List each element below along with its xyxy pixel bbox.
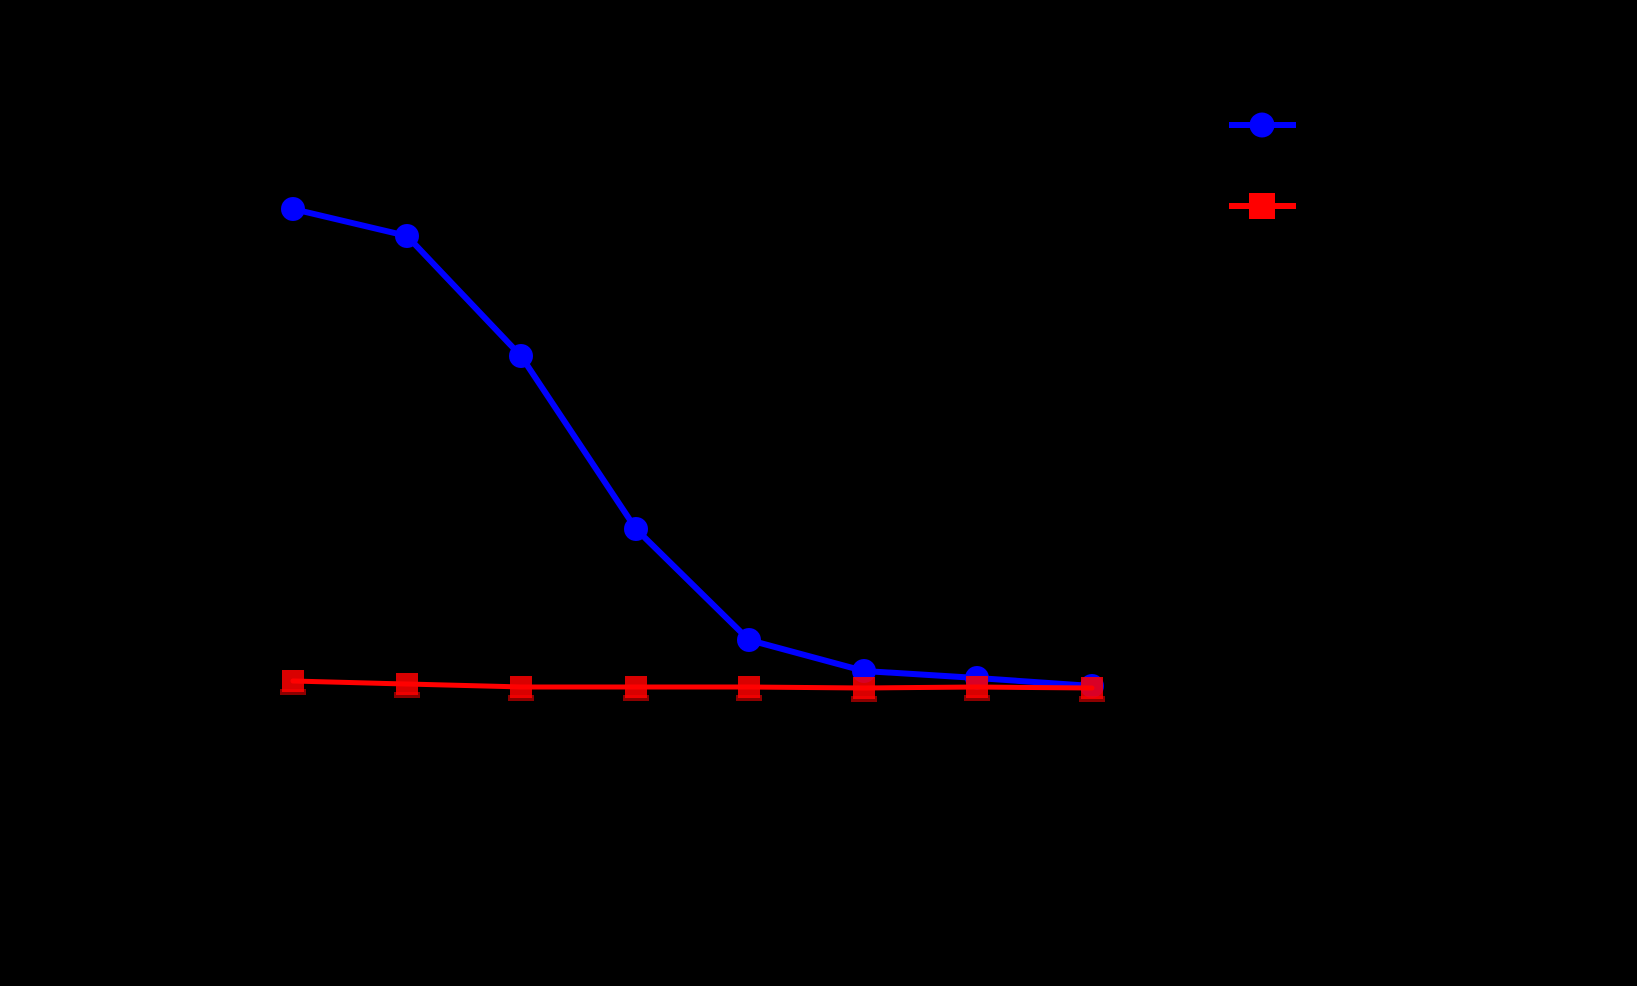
- series-line-red-squares: [290, 678, 1095, 691]
- data-point-blue-circles: [395, 224, 419, 248]
- legend: [1229, 112, 1296, 219]
- legend-marker-blue-circles: [1249, 112, 1275, 138]
- series-line-blue-circles: [290, 206, 1095, 689]
- data-point-blue-circles: [281, 197, 305, 221]
- data-point-red-squares: [738, 676, 760, 698]
- legend-entry-red-squares: [1229, 193, 1296, 219]
- series-blue-circles: [281, 197, 1104, 698]
- data-point-red-squares: [625, 676, 647, 698]
- data-point-blue-circles: [624, 517, 648, 541]
- data-point-blue-circles: [509, 344, 533, 368]
- data-point-red-squares: [966, 676, 988, 698]
- data-point-red-squares: [282, 670, 304, 692]
- data-point-red-squares: [396, 673, 418, 695]
- data-point-red-squares: [510, 676, 532, 698]
- data-point-blue-circles: [737, 628, 761, 652]
- data-point-red-squares: [1081, 677, 1103, 699]
- legend-entry-blue-circles: [1229, 112, 1296, 138]
- legend-marker-red-squares: [1249, 193, 1275, 219]
- series-red-squares: [280, 670, 1105, 702]
- data-point-red-squares: [853, 677, 875, 699]
